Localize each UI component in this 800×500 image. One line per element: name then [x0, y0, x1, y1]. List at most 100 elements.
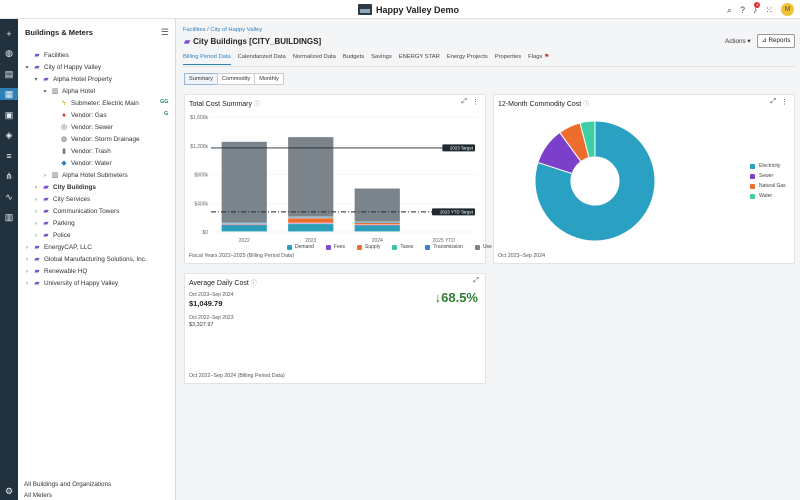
- avatar[interactable]: M: [781, 3, 794, 16]
- tree-node[interactable]: › ▰ Communication Towers: [33, 206, 119, 217]
- tree-node[interactable]: ◍ Vendor: Storm Drainage: [51, 134, 140, 145]
- expand-caret-icon[interactable]: ›: [26, 268, 28, 275]
- calculator-icon[interactable]: ▣: [4, 110, 14, 120]
- info-icon[interactable]: ⓘ: [254, 102, 261, 108]
- tree-panel: Buildings & Meters ☰ ▰ Facilities ▾ ▰ City o…: [18, 19, 176, 500]
- menu-icon[interactable]: ☰: [160, 27, 169, 37]
- tree-node[interactable]: ▾ ▰ Alpha Hotel Property: [33, 74, 112, 85]
- drain-icon: ◍: [60, 135, 68, 143]
- apps-grid-icon[interactable]: ⁙: [765, 4, 773, 15]
- breadcrumb[interactable]: Facilities / City of Happy Valley: [183, 27, 263, 33]
- tree-node[interactable]: ϟ Submeter: Electric Main: [51, 98, 139, 109]
- tree-node[interactable]: ◎ Vendor: Sewer: [51, 122, 113, 133]
- tree-node[interactable]: › ▰ Renewable HQ: [24, 266, 87, 277]
- tree-node-label: City Buildings: [53, 184, 96, 191]
- expand-caret-icon[interactable]: ›: [35, 220, 37, 227]
- expand-caret-icon[interactable]: ›: [26, 244, 28, 251]
- tree-node[interactable]: ◆ Vendor: Water: [51, 158, 111, 169]
- reports-icon[interactable]: ≡: [6, 151, 12, 161]
- donut-slice[interactable]: [534, 120, 656, 242]
- donut-slice[interactable]: [579, 120, 596, 159]
- expand-icon[interactable]: ⤢: [461, 98, 467, 105]
- gas-icon: ●: [61, 111, 67, 119]
- bar-segment: [221, 141, 267, 223]
- tree-footer-all-buildings[interactable]: All Buildings and Organizations: [24, 481, 112, 488]
- tree-node[interactable]: › ▰ City Buildings: [33, 182, 96, 193]
- legend-item[interactable]: Electricity: [750, 161, 786, 171]
- expand-caret-icon[interactable]: ›: [44, 172, 46, 179]
- gear-icon[interactable]: ⚙: [4, 486, 14, 496]
- activity-icon[interactable]: ∿: [5, 192, 13, 202]
- info-icon[interactable]: ⓘ: [250, 281, 257, 287]
- tree-node[interactable]: › ▰ City Services: [33, 194, 90, 205]
- legend-item[interactable]: Transmission: [425, 244, 463, 250]
- tree-node[interactable]: ● Vendor: Gas: [51, 110, 107, 121]
- legend-item[interactable]: Use: [474, 244, 492, 250]
- buildings-icon[interactable]: ▥: [4, 212, 14, 222]
- bar-segment: [288, 218, 334, 223]
- tree-node[interactable]: › ▰ EnergyCAP, LLC: [24, 242, 92, 253]
- tab-flags[interactable]: Flags ⚑: [528, 54, 549, 65]
- subtab-commodity[interactable]: Commodity: [216, 73, 256, 85]
- tab-energy-star[interactable]: ENERGY STAR: [398, 54, 440, 60]
- legend-item[interactable]: Fees: [325, 244, 346, 250]
- expand-icon[interactable]: ⤢: [770, 98, 776, 105]
- tab-savings[interactable]: Savings: [371, 54, 392, 60]
- expand-caret-icon[interactable]: ›: [35, 184, 37, 191]
- legend-item[interactable]: Taxes: [392, 244, 413, 250]
- reports-button[interactable]: ⊿ Reports: [757, 34, 795, 48]
- expand-caret-icon[interactable]: ›: [35, 208, 37, 215]
- tab-properties[interactable]: Properties: [494, 54, 522, 60]
- collapse-caret-icon[interactable]: ▾: [34, 77, 38, 83]
- tree-node-label: Alpha Hotel Property: [53, 76, 112, 83]
- collapse-caret-icon[interactable]: ▾: [25, 65, 29, 71]
- bills-icon[interactable]: ▤: [4, 69, 14, 79]
- tree-node-label: Renewable HQ: [44, 268, 88, 275]
- search-icon[interactable]: ⌕: [726, 4, 732, 15]
- projects-icon[interactable]: ◈: [5, 130, 13, 140]
- tab-energy-projects[interactable]: Energy Projects: [446, 54, 488, 60]
- more-icon[interactable]: ⋮: [472, 99, 479, 106]
- tab-budgets[interactable]: Budgets: [342, 54, 365, 60]
- expand-caret-icon[interactable]: ›: [26, 280, 28, 287]
- add-icon[interactable]: +: [6, 29, 12, 39]
- notifications-icon[interactable]: ♪ 4: [752, 1, 761, 15]
- expand-caret-icon[interactable]: ›: [35, 232, 37, 239]
- expand-caret-icon[interactable]: ›: [26, 256, 28, 263]
- tree-node-label: Police: [53, 232, 71, 239]
- tree-node[interactable]: ▰ Facilities: [24, 50, 69, 61]
- total-cost-legend: Demand Fees Supply Taxes Transmission Use: [287, 244, 492, 250]
- bar-segment: [221, 225, 267, 232]
- dashboard-icon[interactable]: ▦: [0, 88, 18, 100]
- tab-billing-period-data[interactable]: Billing Period Data: [183, 54, 231, 65]
- tree-node[interactable]: › ▥ Alpha Hotel Submeters: [42, 170, 128, 181]
- globe-icon[interactable]: ◍: [5, 48, 13, 58]
- legend-item[interactable]: Natural Gas: [750, 181, 786, 191]
- tab-normalized-data[interactable]: Normalized Data: [292, 54, 336, 60]
- subtab-summary[interactable]: Summary: [184, 73, 218, 85]
- legend-label: Fees: [333, 244, 346, 250]
- expand-caret-icon[interactable]: ›: [35, 196, 37, 203]
- legend-item[interactable]: Water: [750, 191, 786, 201]
- help-icon[interactable]: ?: [739, 4, 745, 15]
- expand-icon[interactable]: ⤢: [473, 277, 479, 284]
- info-icon[interactable]: ⓘ: [583, 102, 590, 108]
- tree-node[interactable]: ▮ Vendor: Trash: [51, 146, 111, 157]
- tree-node[interactable]: › ▰ Global Manufacturing Solutions, Inc.: [24, 254, 147, 265]
- tree-node[interactable]: ▾ ▥ Alpha Hotel: [42, 86, 95, 97]
- tree-node[interactable]: › ▰ Police: [33, 230, 70, 241]
- legend-item[interactable]: Demand: [287, 244, 314, 250]
- tree-node[interactable]: › ▰ Parking: [33, 218, 75, 229]
- tree-node[interactable]: › ▰ University of Happy Valley: [24, 278, 118, 289]
- tab-calendarized-data[interactable]: Calendarized Data: [237, 54, 286, 60]
- actions-dropdown[interactable]: Actions ▾: [725, 38, 751, 45]
- tree-footer-all-meters[interactable]: All Meters: [24, 492, 52, 499]
- hierarchy-icon[interactable]: ⋔: [5, 171, 13, 181]
- subtab-monthly[interactable]: Monthly: [254, 73, 284, 85]
- legend-item[interactable]: Sewer: [750, 171, 786, 181]
- more-icon[interactable]: ⋮: [781, 99, 788, 106]
- tree-node-label: Global Manufacturing Solutions, Inc.: [44, 256, 147, 263]
- legend-item[interactable]: Supply: [357, 244, 380, 250]
- tree-node[interactable]: ▾ ▰ City of Happy Valley: [24, 62, 101, 73]
- collapse-caret-icon[interactable]: ▾: [43, 89, 47, 95]
